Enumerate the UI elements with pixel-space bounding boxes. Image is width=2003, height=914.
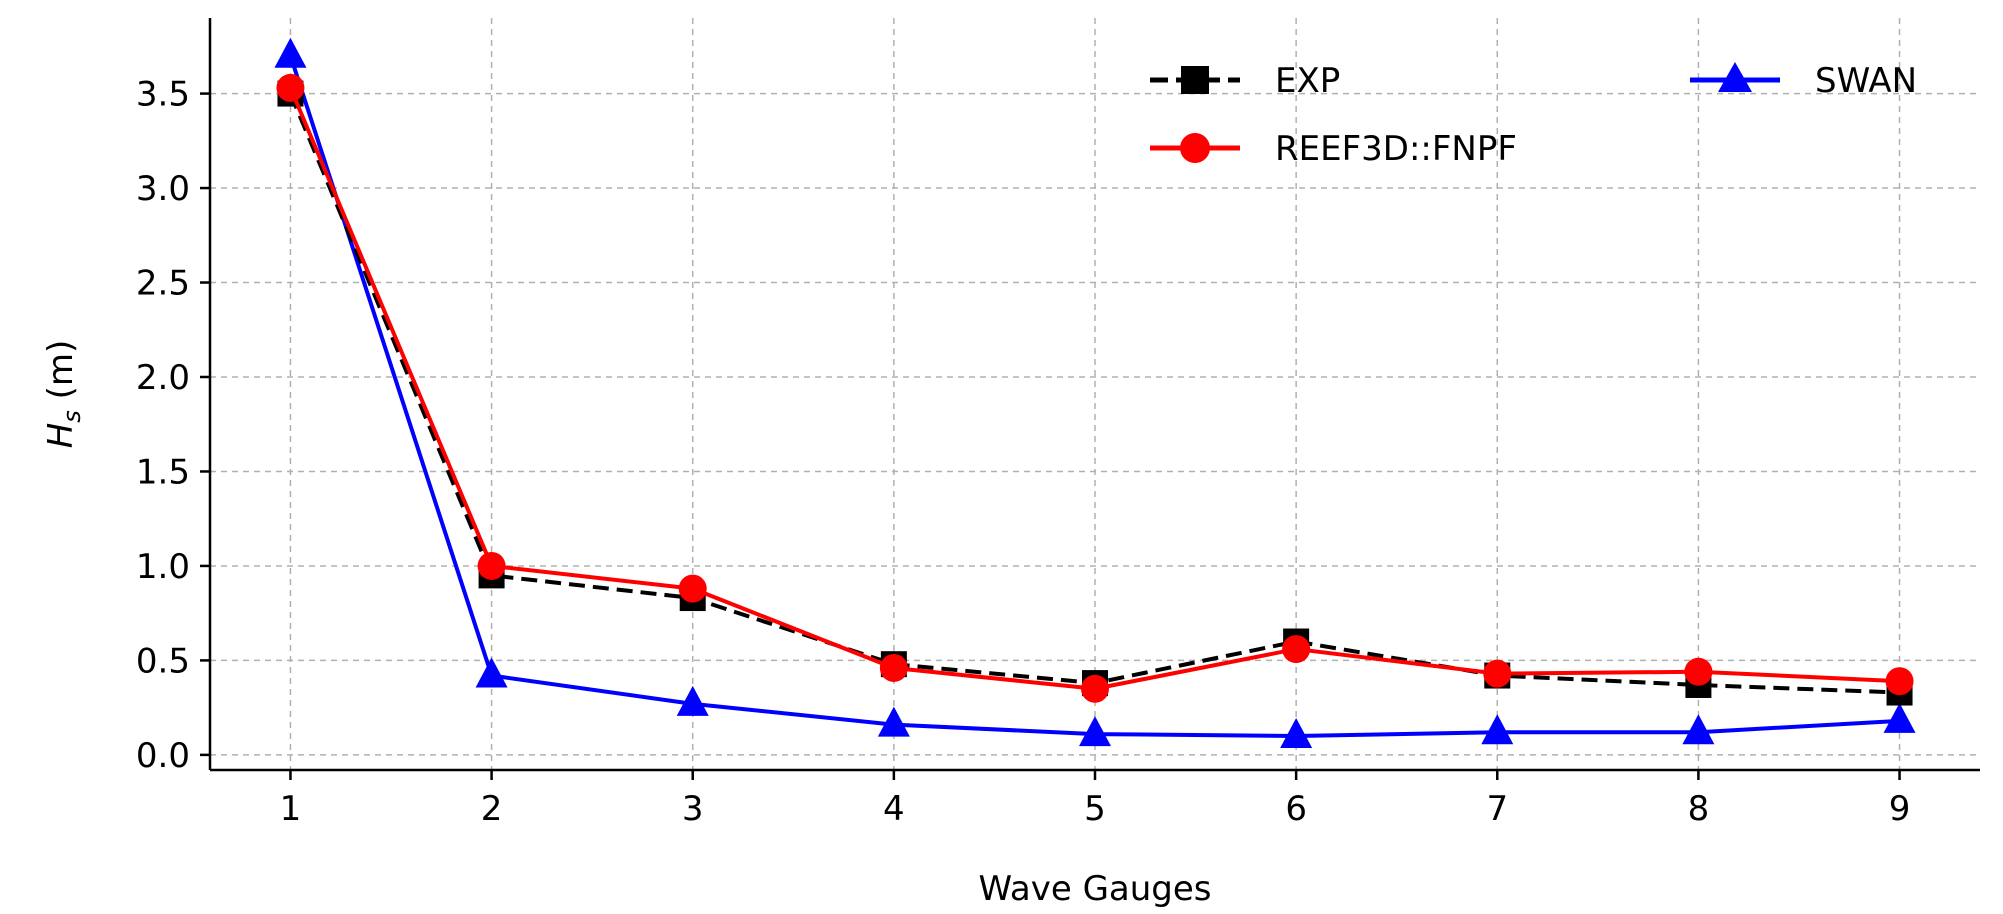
x-tick-label: 3 [682, 789, 704, 829]
legend-label-exp: EXP [1275, 61, 1340, 101]
y-tick-label: 1.0 [136, 547, 190, 587]
x-tick-label: 1 [280, 789, 302, 829]
legend-label-reef3d: REEF3D::FNPF [1275, 129, 1517, 169]
data-point-swan [1883, 702, 1916, 733]
data-point-swan [1079, 716, 1111, 747]
x-tick-label: 6 [1285, 789, 1307, 829]
y-tick-label: 3.5 [136, 75, 190, 115]
legend-item-reef3d: REEF3D::FNPF [1150, 129, 1517, 169]
data-point-reef3d-fnpf [1684, 657, 1713, 686]
y-axis-label: Hs (m) [41, 340, 86, 449]
legend-marker-reef3d [1180, 133, 1210, 163]
ticks: 1 2 3 4 5 6 7 8 9 0.0 0.5 1.0 1.5 2.0 2.5 3.0 3.5 [136, 75, 1910, 829]
data-point-reef3d-fnpf [879, 653, 908, 682]
legend-label-swan: SWAN [1815, 61, 1917, 101]
y-tick-label: 0.0 [136, 736, 190, 776]
data-point-reef3d-fnpf [1282, 635, 1311, 664]
y-tick-label: 2.5 [136, 264, 190, 304]
data-point-swan [475, 657, 508, 688]
legend: EXP REEF3D::FNPF SWAN [1150, 61, 1917, 169]
series-line-reef3d-fnpf [288, 87, 1900, 691]
y-axis-label-sub: s [58, 410, 86, 423]
x-tick-label: 5 [1084, 789, 1106, 829]
series-layer [274, 37, 1916, 748]
y-tick-label: 1.5 [136, 452, 190, 492]
data-point-reef3d-fnpf [678, 574, 707, 603]
data-point-reef3d-fnpf [1885, 667, 1914, 696]
data-point-swan [1481, 714, 1514, 745]
x-axis-label: Wave Gauges [978, 869, 1211, 909]
data-point-reef3d-fnpf [1483, 659, 1512, 688]
legend-item-exp: EXP [1150, 61, 1340, 101]
legend-marker-swan [1718, 62, 1752, 92]
data-point-reef3d-fnpf [477, 551, 506, 580]
grid [210, 18, 1980, 770]
data-point-swan [1682, 714, 1715, 745]
y-tick-label: 2.0 [136, 358, 190, 398]
series-reef3d-fnpf [276, 73, 1914, 703]
x-tick-label: 8 [1688, 789, 1710, 829]
data-point-swan [877, 706, 910, 737]
x-tick-label: 9 [1889, 789, 1911, 829]
y-axis-label-main: H [41, 423, 81, 449]
x-tick-label: 4 [883, 789, 905, 829]
y-tick-label: 0.5 [136, 641, 190, 681]
data-point-reef3d-fnpf [1081, 674, 1109, 703]
data-point-swan [274, 37, 307, 68]
y-axis-label-unit: (m) [41, 340, 81, 410]
x-tick-label: 7 [1486, 789, 1508, 829]
x-tick-label: 2 [481, 789, 503, 829]
data-point-reef3d-fnpf [276, 73, 305, 102]
series-swan [274, 37, 1916, 748]
legend-marker-exp [1181, 66, 1209, 94]
data-point-swan [1280, 717, 1313, 748]
data-point-swan [676, 685, 709, 716]
legend-item-swan: SWAN [1690, 61, 1917, 101]
y-tick-label: 3.0 [136, 169, 190, 209]
